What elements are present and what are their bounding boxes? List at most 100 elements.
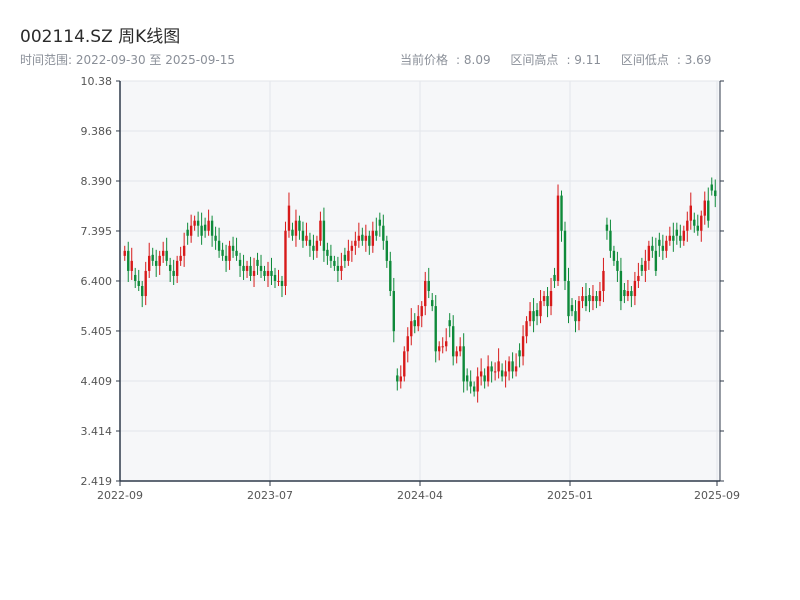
tick-labels: 2.419 3.414 4.409 5.405 6.400 7.395 8.390 9.386… [81, 75, 740, 502]
y-tick-label: 9.386 [81, 125, 113, 138]
candle-up [130, 260, 133, 271]
candle-down [396, 375, 399, 382]
candle-down [196, 220, 200, 226]
candle-down [462, 346, 465, 382]
candle-down [134, 274, 137, 281]
candle-down [322, 220, 326, 251]
candle-down [141, 285, 144, 297]
candle-down [280, 280, 284, 286]
candle-down [375, 230, 378, 236]
candle-down [553, 274, 556, 281]
candle-down [588, 295, 591, 302]
candle-down [249, 265, 252, 276]
price-stats: 当前价格: 8.09 区间高点: 9.11 区间低点: 3.69 [400, 51, 727, 68]
candle-up [371, 230, 375, 246]
candle-down [619, 270, 623, 302]
candle-down [217, 240, 221, 251]
candle-down [654, 250, 658, 271]
y-tick-label: 7.395 [81, 225, 113, 238]
candle-up [525, 321, 528, 337]
candle-down [203, 224, 207, 231]
candle-up [277, 280, 280, 282]
candle-down [675, 229, 679, 236]
candle-up [123, 250, 126, 256]
candle-up [182, 245, 186, 256]
candle-down [413, 320, 416, 327]
candle-up [399, 376, 402, 382]
candle-down [298, 220, 301, 231]
candle-down [560, 195, 563, 231]
candle-up [539, 301, 542, 317]
candle-up [507, 361, 511, 372]
candle-down [165, 250, 168, 261]
candle-down [696, 225, 699, 231]
candle-down [472, 386, 476, 392]
candle-down [658, 239, 661, 246]
candle-up [284, 230, 287, 286]
candle-down [333, 260, 336, 266]
candle-up [497, 361, 500, 372]
x-tick-label: 2022-09 [97, 489, 143, 502]
candle-down [389, 260, 392, 292]
candle-up [542, 296, 546, 302]
candle-up [514, 366, 518, 372]
period-low: 区间低点: 3.69 [620, 53, 712, 67]
candle-down [221, 249, 224, 256]
candle-up [689, 205, 692, 221]
chart-title: 002114.SZ 周K线图 [20, 27, 181, 47]
y-tick-label: 8.390 [81, 175, 113, 188]
candle-down [535, 310, 539, 317]
candle-up [602, 270, 605, 292]
candle-up [148, 255, 151, 271]
axes [116, 80, 724, 486]
candle-up [347, 250, 350, 261]
candle-down [672, 235, 675, 241]
candle-up [417, 316, 420, 327]
candle-down [151, 254, 154, 261]
candle-down [563, 230, 567, 281]
candle-down [546, 296, 549, 307]
candle-up [598, 291, 602, 302]
candle-up [665, 240, 668, 251]
candle-down [595, 296, 598, 302]
candle-down [326, 249, 329, 256]
candle-up [686, 220, 689, 231]
date-range: 时间范围: 2022-09-30 至 2025-09-15 [20, 53, 235, 67]
current-price: 当前价格: 8.09 [400, 53, 491, 67]
candle-down [154, 260, 158, 266]
y-tick-label: 3.414 [81, 425, 113, 438]
candle-down [329, 255, 333, 261]
x-tick-label: 2025-09 [694, 489, 740, 502]
candle-up [441, 346, 444, 348]
candle-down [490, 366, 493, 372]
candle-up [193, 220, 196, 226]
candle-down [343, 254, 347, 261]
candle-down [385, 240, 389, 261]
candle-up [682, 230, 686, 241]
candle-up [158, 255, 161, 266]
candle-down [567, 280, 570, 317]
candle-up [357, 235, 361, 241]
candle-down [301, 230, 305, 241]
y-tick-label: 6.400 [81, 275, 113, 288]
candle-down [532, 311, 535, 322]
candle-down [312, 245, 315, 251]
candle-up [252, 270, 256, 276]
candle-up [591, 296, 595, 302]
candle-down [382, 225, 385, 241]
candle-up [438, 346, 441, 352]
candle-up [458, 346, 462, 352]
candle-down [605, 224, 609, 231]
candle-down [518, 350, 521, 357]
candle-down [368, 235, 371, 246]
candle-up [504, 371, 507, 377]
candle-up [476, 376, 479, 392]
candle-down [238, 259, 242, 266]
candle-down [431, 300, 434, 307]
candle-up [556, 195, 560, 281]
y-tick-label: 10.38 [81, 75, 113, 88]
candle-up [319, 220, 322, 241]
candle-up [294, 220, 298, 236]
candle-down [224, 255, 228, 261]
candle-down [630, 291, 633, 297]
